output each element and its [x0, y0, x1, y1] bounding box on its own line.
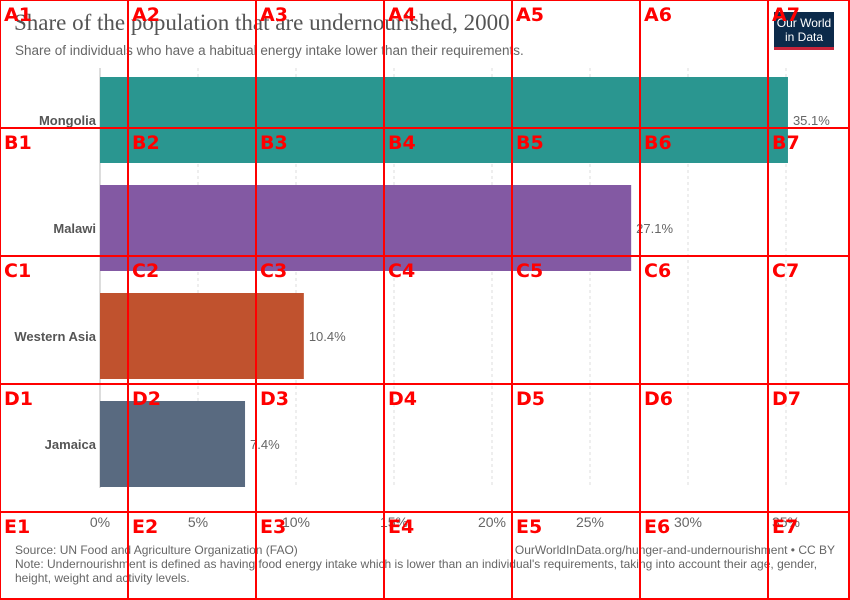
bar — [100, 185, 632, 271]
source-url[interactable]: OurWorldInData.org/hunger-and-undernouri… — [514, 543, 835, 557]
x-tick-label: 5% — [188, 514, 208, 530]
bar-chart: 0% 5% 10% 15% 20% 25% 30% 35% Mongolia 35.1% Malaw… — [14, 68, 830, 530]
logo-line-1: Our World — [776, 16, 832, 30]
x-tick-label: 35% — [772, 514, 800, 530]
value-label: 35.1% — [793, 113, 830, 128]
owid-logo[interactable]: Our World in Data — [774, 12, 834, 50]
source-text: Source: UN Food and Agriculture Organiza… — [15, 543, 298, 557]
category-label: Mongolia — [39, 113, 97, 128]
logo-line-2: in Data — [784, 30, 824, 44]
x-tick-label: 30% — [674, 514, 702, 530]
grid-overlay-hline — [0, 0, 850, 1]
x-tick-label: 25% — [576, 514, 604, 530]
category-label: Malawi — [53, 221, 96, 236]
grid-overlay-cell-label: A5 — [516, 4, 544, 26]
x-tick-label: 0% — [90, 514, 110, 530]
bar — [100, 293, 304, 379]
x-tick-label: 20% — [478, 514, 506, 530]
value-label: 10.4% — [309, 329, 346, 344]
chart-footer: Source: UN Food and Agriculture Organiza… — [15, 543, 835, 585]
x-tick-label: 15% — [380, 514, 408, 530]
value-label: 7.4% — [250, 437, 280, 452]
chart-subtitle: Share of individuals who have a habitual… — [15, 43, 524, 58]
category-label: Jamaica — [45, 437, 97, 452]
value-label: 27.1% — [636, 221, 673, 236]
bar — [100, 77, 788, 163]
note-text: Note: Undernourishment is defined as hav… — [15, 557, 818, 585]
bar — [100, 401, 246, 487]
grid-overlay-cell-label: A6 — [644, 4, 672, 26]
chart-title: Share of the population that are underno… — [14, 10, 510, 35]
x-tick-label: 10% — [282, 514, 310, 530]
category-label: Western Asia — [14, 329, 96, 344]
